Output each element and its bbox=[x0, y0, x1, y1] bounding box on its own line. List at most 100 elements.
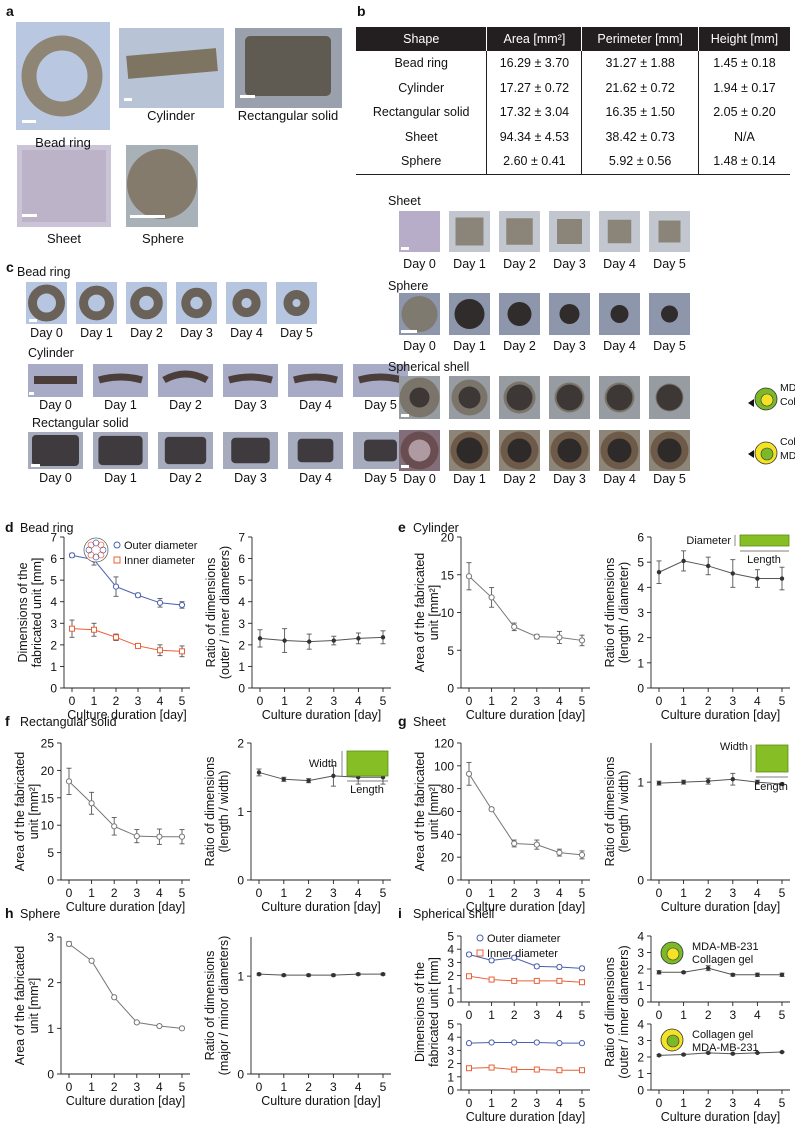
y-tick-label: 60 bbox=[441, 805, 455, 819]
y-tick-label: 6 bbox=[50, 552, 57, 566]
day-label: Day 5 bbox=[364, 398, 397, 412]
legend-text: Collagen gel bbox=[692, 954, 753, 966]
data-point bbox=[755, 576, 760, 581]
table-row: Sheet 94.34 ± 4.53 38.42 ± 0.73 N/A bbox=[356, 124, 790, 149]
data-point bbox=[178, 833, 186, 840]
x-tick-label: 5 bbox=[579, 1008, 586, 1022]
cylinder-shape bbox=[358, 373, 403, 384]
table-row: Bead ring 16.29 ± 3.70 31.27 ± 1.88 1.45 ± … bbox=[356, 51, 790, 76]
schematic-label: Diameter bbox=[686, 535, 731, 547]
x-tick-label: 5 bbox=[779, 886, 786, 900]
data-point bbox=[111, 994, 118, 1001]
data-point bbox=[579, 979, 585, 986]
y-axis-label: Dimensions of thefabricated unit [mm] bbox=[16, 558, 44, 668]
y-tick-label: 15 bbox=[41, 791, 55, 805]
data-point bbox=[706, 965, 711, 971]
x-tick-label: 1 bbox=[680, 694, 687, 708]
x-tick-label: 3 bbox=[729, 694, 736, 708]
x-tick-label: 1 bbox=[488, 886, 495, 900]
shell-inner bbox=[409, 387, 430, 408]
schematic-label: Length bbox=[350, 784, 384, 796]
x-tick-label: 5 bbox=[179, 886, 186, 900]
x-axis-label: Culture duration [day] bbox=[466, 900, 586, 914]
data-point bbox=[556, 634, 563, 641]
table-cell: Sphere bbox=[356, 149, 487, 175]
series-line bbox=[71, 628, 183, 652]
x-axis-label: Culture duration [day] bbox=[661, 1110, 781, 1124]
x-tick-label: 5 bbox=[380, 886, 387, 900]
y-tick-label: 1 bbox=[637, 776, 644, 790]
legend-text: Inner diameter bbox=[124, 555, 195, 567]
day-label: Day 5 bbox=[653, 472, 686, 486]
day-label: Day 5 bbox=[653, 257, 686, 271]
shell-inner bbox=[456, 437, 483, 464]
shell-inner bbox=[656, 384, 683, 411]
y-tick-label: 0 bbox=[237, 874, 244, 888]
table-row: Rectangular solid 17.32 ± 3.04 16.35 ± 1.5… bbox=[356, 100, 790, 125]
series-line bbox=[468, 773, 583, 856]
data-point bbox=[65, 940, 73, 947]
data-point bbox=[178, 1025, 186, 1032]
x-tick-label: 4 bbox=[556, 1096, 563, 1110]
data-point bbox=[730, 972, 735, 977]
x-tick-label: 0 bbox=[66, 886, 73, 900]
table-cell: 5.92 ± 0.56 bbox=[581, 149, 699, 175]
x-tick-label: 3 bbox=[330, 1080, 337, 1094]
x-tick-label: 1 bbox=[488, 694, 495, 708]
panel-label-c: c bbox=[6, 259, 14, 275]
panel-label-a: a bbox=[6, 3, 14, 19]
data-point bbox=[656, 570, 662, 575]
day-label: Day 3 bbox=[553, 472, 586, 486]
scale-bar bbox=[401, 414, 409, 417]
y-tick-label: 3 bbox=[238, 617, 245, 631]
x-tick-label: 2 bbox=[111, 1080, 118, 1094]
scale-bar bbox=[401, 247, 409, 250]
data-point bbox=[730, 1051, 735, 1056]
x-tick-label: 0 bbox=[656, 1096, 663, 1110]
data-point bbox=[578, 965, 586, 972]
y-tick-label: 4 bbox=[50, 595, 57, 609]
x-tick-label: 2 bbox=[705, 1096, 712, 1110]
legend-text: Inner diameter bbox=[487, 948, 558, 960]
x-tick-label: 5 bbox=[579, 1096, 586, 1110]
bead-ring-shape bbox=[283, 290, 310, 316]
y-tick-label: 0 bbox=[447, 1084, 454, 1098]
y-tick-label: 0 bbox=[637, 682, 644, 696]
x-tick-label: 4 bbox=[556, 886, 563, 900]
data-point bbox=[578, 851, 586, 858]
row-title: Sphere bbox=[388, 279, 428, 293]
table-cell: 1.45 ± 0.18 bbox=[697, 51, 790, 76]
table-cell: 94.34 ± 4.53 bbox=[486, 124, 582, 149]
row-title: Cylinder bbox=[28, 346, 74, 360]
cylinder-shape bbox=[98, 373, 143, 384]
x-tick-label: 3 bbox=[135, 694, 142, 708]
x-tick-label: 4 bbox=[355, 1080, 362, 1094]
bead-ring-shape bbox=[21, 35, 103, 117]
axis-label-line: Ratio of dimensions bbox=[203, 951, 217, 1061]
cylinder-shape bbox=[162, 370, 209, 384]
y-tick-label: 5 bbox=[50, 574, 57, 588]
table-cell: N/A bbox=[697, 124, 790, 149]
x-tick-label: 2 bbox=[111, 886, 118, 900]
scale-bar bbox=[124, 98, 132, 101]
day-label: Day 5 bbox=[653, 339, 686, 353]
y-axis-label: Area of the fabricatedunit [mm²] bbox=[413, 553, 441, 673]
data-point bbox=[306, 778, 311, 783]
x-tick-label: 4 bbox=[355, 694, 362, 708]
data-point bbox=[306, 972, 311, 978]
data-point bbox=[656, 970, 662, 975]
day-label: Day 4 bbox=[299, 398, 332, 412]
x-tick-label: 5 bbox=[380, 1080, 387, 1094]
x-tick-label: 1 bbox=[280, 1080, 287, 1094]
data-point bbox=[465, 951, 473, 958]
y-tick-label: 7 bbox=[50, 531, 57, 545]
x-tick-label: 0 bbox=[66, 1080, 73, 1094]
rect-solid-shape bbox=[364, 439, 397, 462]
panel-label-e: e bbox=[398, 519, 406, 535]
series-line bbox=[468, 1067, 582, 1071]
table-row: Cylinder 17.27 ± 0.72 21.62 ± 0.72 1.94 ± 0… bbox=[356, 75, 790, 100]
data-point bbox=[755, 1050, 760, 1056]
data-point bbox=[578, 637, 586, 644]
data-point bbox=[730, 571, 735, 576]
